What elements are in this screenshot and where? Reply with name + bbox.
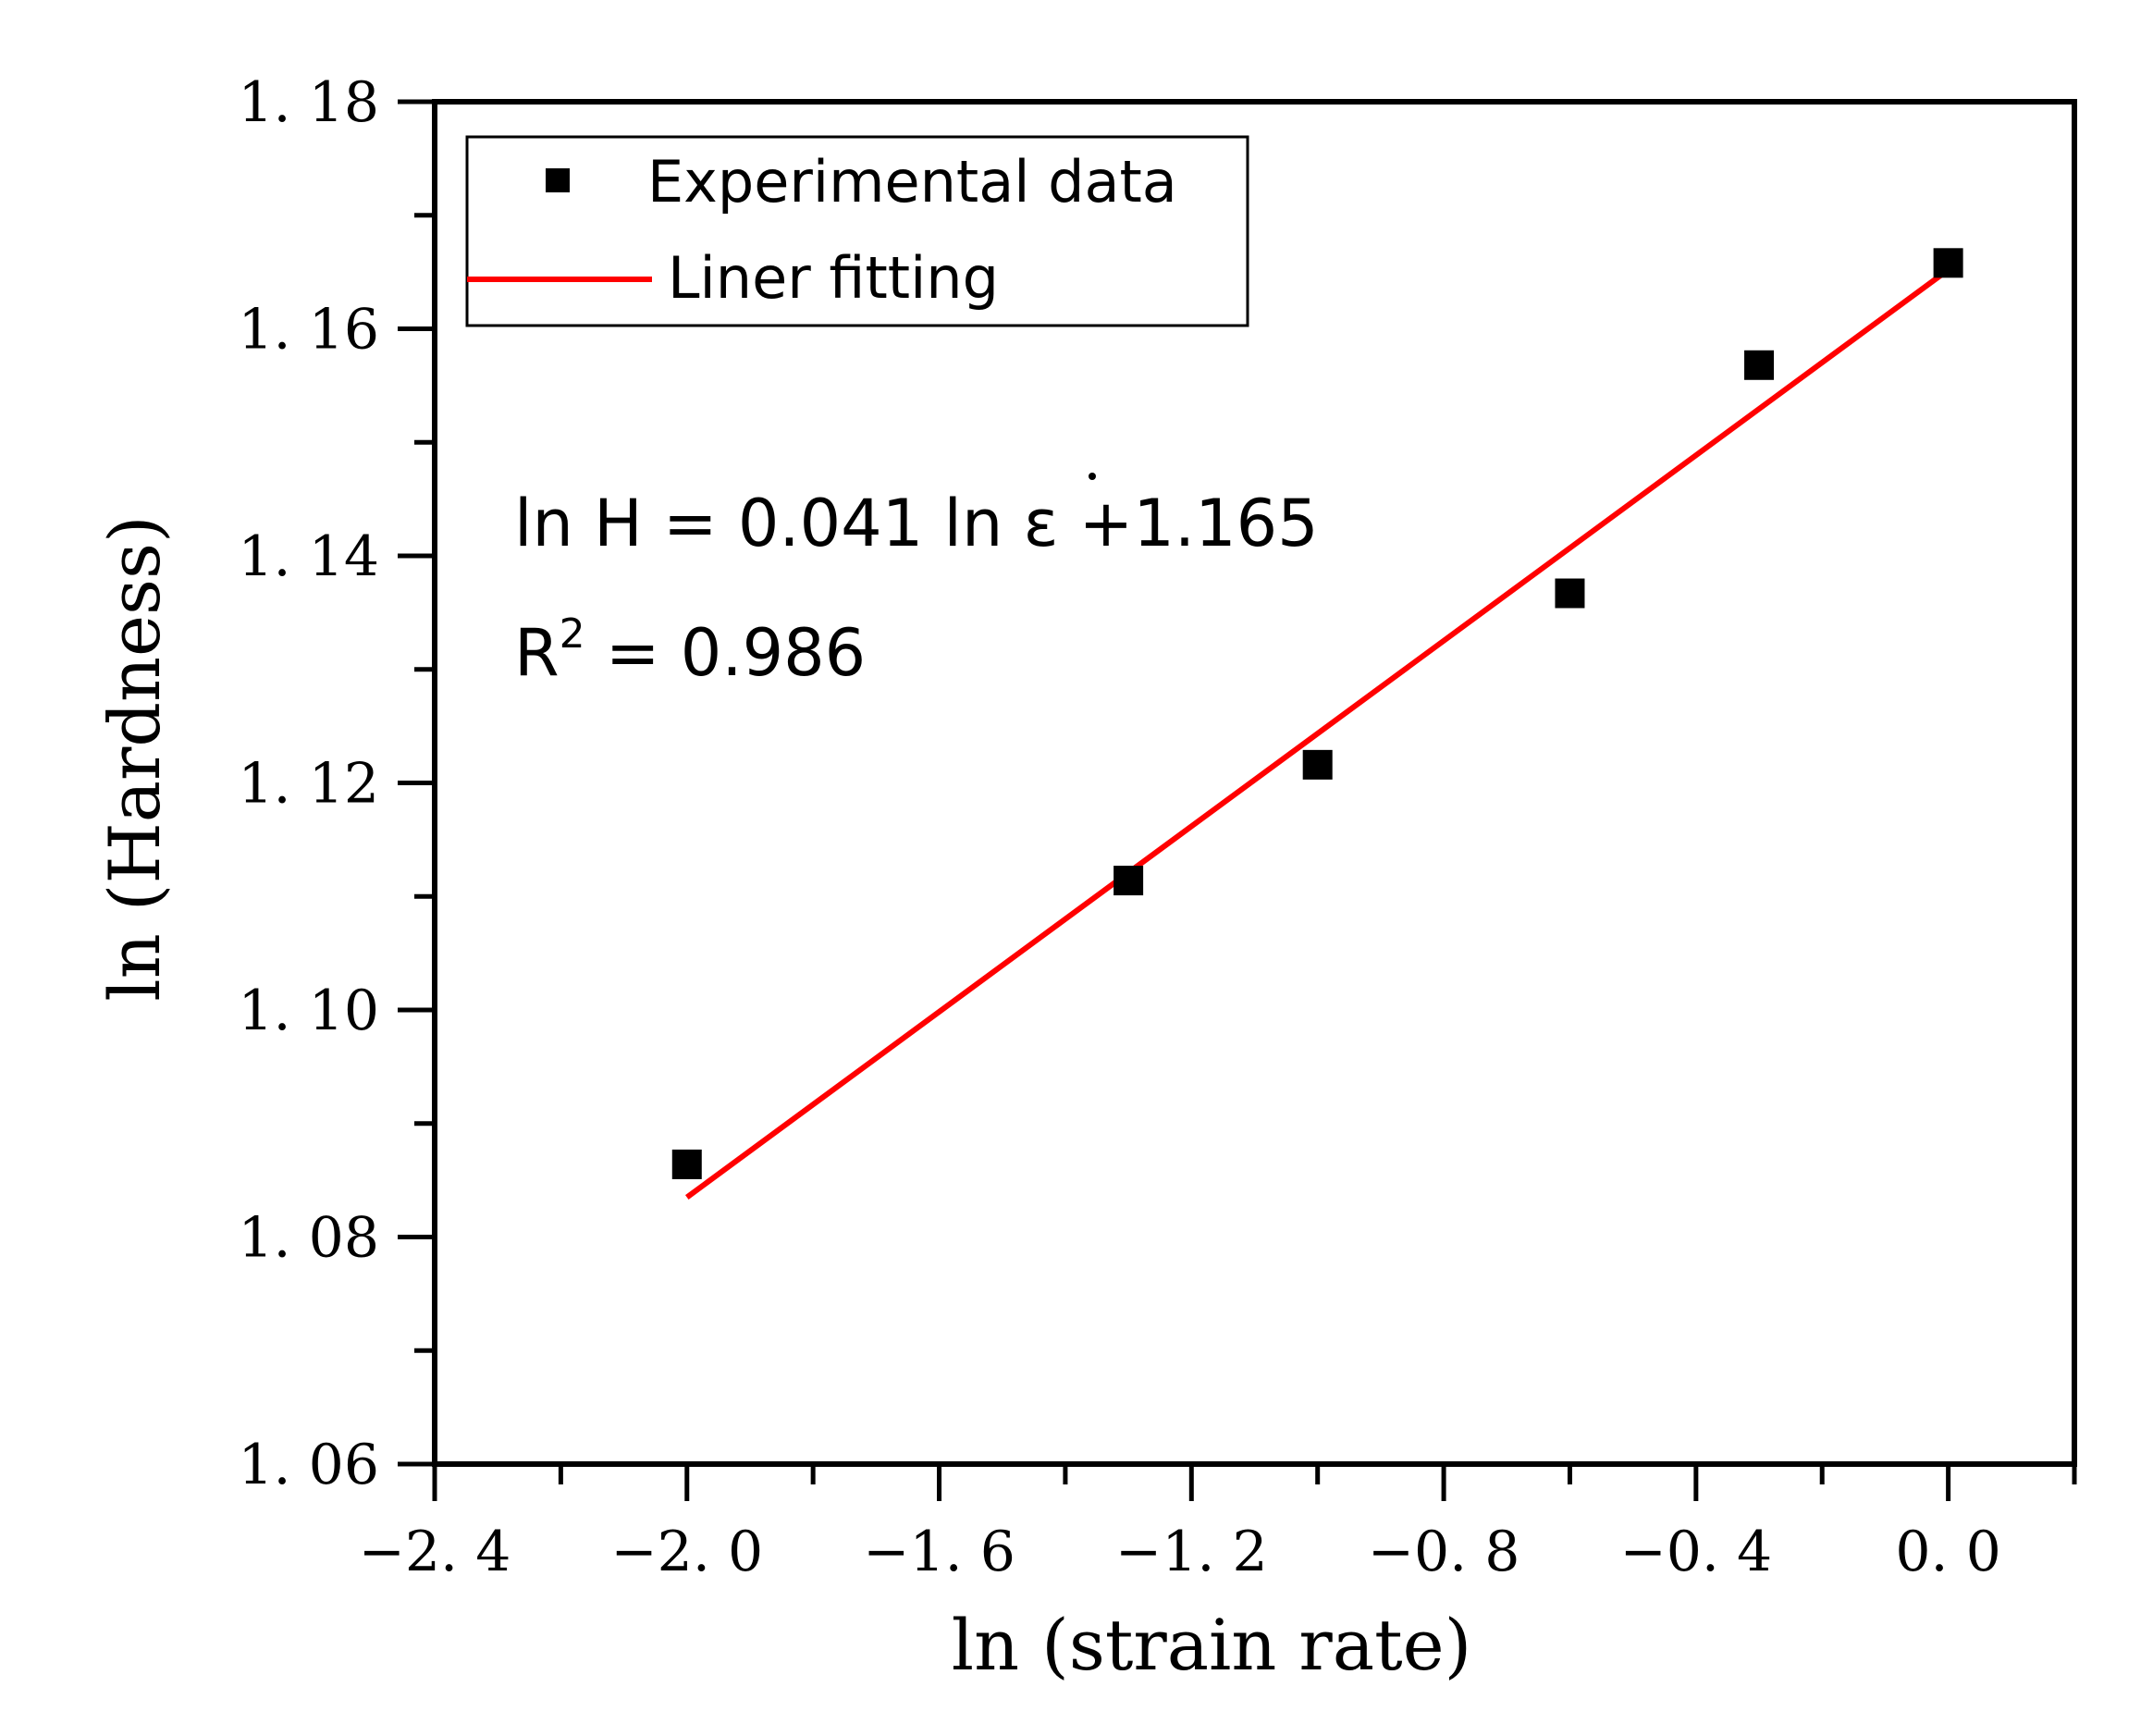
x-axis: −2. 4 −2. 0 −1. 6 −1. 2 −0. 8 −0. 4 0. 0 bbox=[359, 1464, 2077, 1584]
data-point bbox=[671, 1149, 702, 1179]
x-tick-label: −0. 4 bbox=[1619, 1520, 1772, 1584]
r-squared-base: R bbox=[514, 615, 560, 691]
y-axis-title: ln (Hardness) bbox=[93, 515, 176, 1001]
y-tick-label: 1. 14 bbox=[238, 524, 379, 589]
data-point bbox=[1302, 749, 1333, 780]
x-tick-label: −2. 4 bbox=[359, 1520, 511, 1584]
y-tick-label: 1. 06 bbox=[238, 1433, 379, 1497]
data-point bbox=[1113, 866, 1144, 896]
strain-rate-dot bbox=[1089, 473, 1096, 480]
y-tick-label: 1. 10 bbox=[238, 979, 379, 1043]
x-axis-title: ln (strain rate) bbox=[952, 1604, 1471, 1686]
x-tick-label: −1. 2 bbox=[1115, 1520, 1268, 1584]
x-tick-label: −1. 6 bbox=[863, 1520, 1015, 1584]
data-point bbox=[1744, 350, 1775, 380]
legend: Experimental data Liner fitting bbox=[465, 135, 1249, 327]
equation-suffix: +1.165 bbox=[1058, 486, 1318, 561]
fit-line bbox=[684, 267, 1950, 1200]
r-squared-exponent: 2 bbox=[560, 610, 585, 658]
plot-area bbox=[671, 248, 1963, 1200]
equation-annotation: ln H = 0.041 ln ε +1.165 R2 = 0.986 bbox=[514, 473, 1319, 691]
equation-text: ln H = 0.041 ln ε +1.165 bbox=[514, 486, 1319, 561]
x-tick-label: −2. 0 bbox=[610, 1520, 763, 1584]
legend-label-experimental: Experimental data bbox=[647, 148, 1177, 215]
legend-label-fit: Liner fitting bbox=[668, 244, 999, 312]
data-point bbox=[1555, 578, 1585, 609]
r-squared-value: = 0.986 bbox=[585, 615, 867, 691]
y-tick-label: 1. 18 bbox=[238, 70, 379, 135]
r-squared-text: R2 = 0.986 bbox=[514, 610, 866, 691]
x-tick-label: 0. 0 bbox=[1895, 1520, 2001, 1584]
y-tick-label: 1. 12 bbox=[238, 752, 379, 817]
legend-box bbox=[465, 135, 1249, 327]
y-tick-label: 1. 08 bbox=[238, 1206, 379, 1271]
y-axis: 1. 06 1. 08 1. 10 1. 12 1. 14 1. 16 1. 18 bbox=[238, 70, 435, 1497]
data-point bbox=[1933, 248, 1963, 278]
equation-prefix: ln H = 0.041 ln bbox=[514, 486, 1024, 561]
legend-square-marker bbox=[546, 168, 570, 192]
strain-rate-symbol: ε bbox=[1024, 486, 1059, 561]
y-tick-label: 1. 16 bbox=[238, 298, 379, 363]
x-tick-label: −0. 8 bbox=[1368, 1520, 1520, 1584]
